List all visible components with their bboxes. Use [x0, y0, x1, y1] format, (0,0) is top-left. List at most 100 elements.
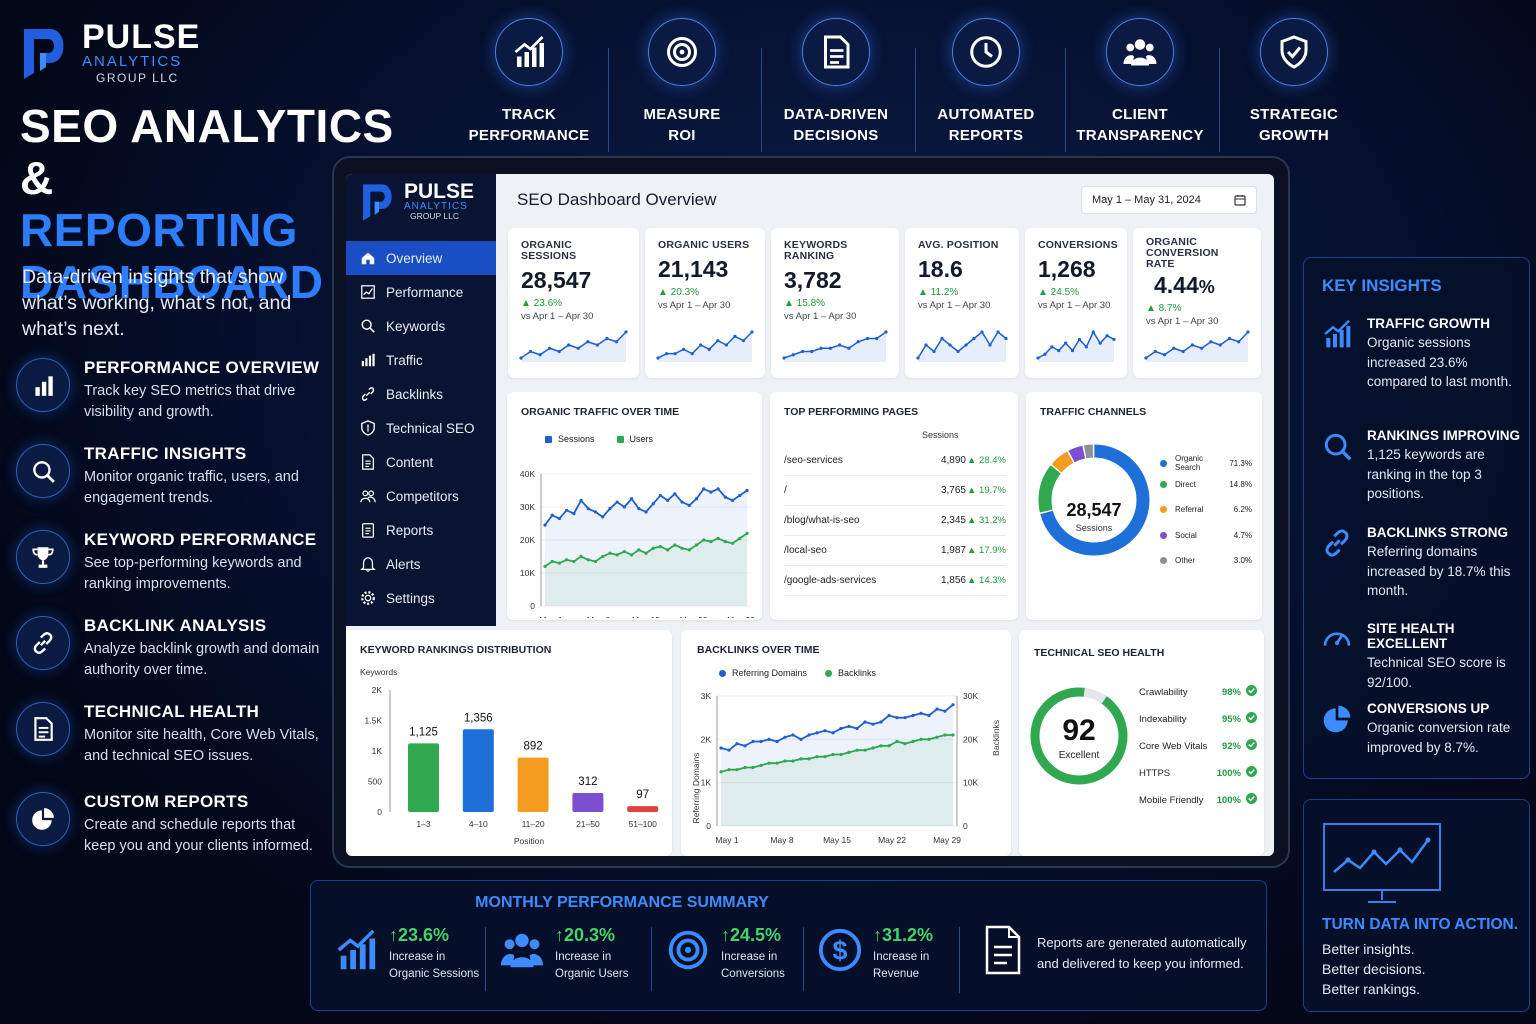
kpi-compare: vs Apr 1 – Apr 30 [658, 300, 731, 311]
top-page-row[interactable]: /blog/what-is-seo 2,345 ▲ 31.2% [784, 506, 1006, 536]
data-point [735, 742, 739, 746]
gauge-icon [1323, 632, 1351, 646]
nav-item-overview[interactable]: Overview [346, 241, 496, 275]
check-icon [1246, 766, 1257, 777]
sparkline-point [1237, 340, 1241, 344]
sparkline-point [1200, 346, 1204, 350]
feature-text: BACKLINK ANALYSIS Analyze backlink growth… [84, 616, 322, 681]
data-point [831, 731, 835, 735]
nav-item-traffic[interactable]: Traffic [346, 343, 496, 377]
summary-icon-wrap [499, 925, 545, 983]
data-point [799, 757, 803, 761]
date-range-picker[interactable]: May 1 – May 31, 2024 [1081, 186, 1257, 214]
check-circle-icon [1246, 793, 1257, 807]
health-score-label: Excellent [1058, 750, 1100, 761]
legend-users: Users [616, 434, 653, 444]
feature-desc: Analyze backlink growth and domain autho… [84, 641, 320, 678]
nav-item-reports[interactable]: Reports [346, 513, 496, 547]
insight-title: TRAFFIC GROWTH [1367, 316, 1490, 331]
data-point [847, 724, 851, 728]
x-tick-label: May 15 [632, 615, 660, 618]
data-point [651, 546, 655, 550]
top-page-row[interactable]: /google-ads-services 1,856 ▲ 14.3% [784, 566, 1006, 596]
feature-desc: Monitor site health, Core Web Vitals, an… [84, 727, 319, 764]
health-score-value: 92 [1062, 714, 1096, 747]
brand-name: PULSE [82, 18, 201, 56]
nav-item-settings[interactable]: Settings [346, 581, 496, 615]
summary-desc-line1: Increase in [873, 951, 930, 963]
sparkline-point [538, 353, 542, 357]
nav-item-keywords[interactable]: Keywords [346, 309, 496, 343]
insight-title: RANKINGS IMPROVING [1367, 428, 1521, 443]
data-point [807, 733, 811, 737]
kpi-card: ORGANIC SESSIONS 28,547 ▲ 23.6% vs Apr 1 – … [508, 228, 639, 378]
topic-label-line1: TRACK [502, 106, 556, 123]
insight-item: TRAFFIC GROWTH Organic sessions increased… [1321, 316, 1526, 392]
insight-icon-wrap [1321, 525, 1353, 601]
sparkline-point [750, 330, 754, 334]
kpi-delta: ▲ 11.2% [918, 287, 959, 298]
data-point [586, 507, 590, 511]
data-point [815, 755, 819, 759]
data-point [871, 746, 875, 750]
sparkline-point [1004, 336, 1008, 341]
nav-item-competitors[interactable]: Competitors [346, 479, 496, 513]
data-point [855, 748, 859, 752]
nav-item-alerts[interactable]: Alerts [346, 547, 496, 581]
nav-item-technical-seo[interactable]: Technical SEO [346, 411, 496, 445]
insight-desc: Organic conversion rate improved by 8.7%… [1367, 720, 1511, 755]
check-circle-icon [1246, 739, 1257, 753]
data-point [601, 554, 605, 559]
sparkline-point [1246, 330, 1250, 334]
kpi-value-number: 3,782 [784, 267, 842, 293]
nav-item-performance[interactable]: Performance [346, 275, 496, 309]
top-page-row[interactable]: / 3,765 ▲ 19.7% [784, 476, 1006, 506]
y2-axis-label: Backlinks [991, 720, 1001, 756]
y-axis-label: Keywords [360, 667, 397, 677]
sidebar: PULSE ANALYTICS GROUP LLC Overview Perfor… [346, 174, 496, 626]
page-path: / [784, 485, 787, 496]
sidebar-brand-sub2: GROUP LLC [410, 211, 459, 222]
data-point [823, 755, 827, 759]
growth-chart-icon [337, 929, 376, 970]
tech-check-name: HTTPS [1139, 767, 1171, 779]
sparkline-point [605, 336, 609, 341]
technical-health-card: TECHNICAL SEO HEALTH 92 Excellent Crawla… [1019, 630, 1264, 856]
data-point [680, 500, 684, 504]
page-path: /seo-services [784, 455, 843, 466]
tech-check-item: Crawlability 98% [1139, 685, 1257, 699]
feature-desc: Track key SEO metrics that drive visibil… [84, 383, 296, 420]
top-page-row[interactable]: /seo-services 4,890 ▲ 28.4% [784, 446, 1006, 476]
data-point [687, 548, 691, 552]
sparkline-point [932, 349, 936, 354]
feature-icon-wrap [16, 530, 70, 584]
legend-sessions-label: Sessions [558, 434, 595, 444]
data-point [565, 508, 569, 512]
target-icon [667, 37, 697, 67]
trophy-icon [32, 547, 54, 568]
top-page-row[interactable]: /local-seo 1,987 ▲ 17.9% [784, 536, 1006, 566]
data-point [943, 709, 947, 713]
nav-item-content[interactable]: Content [346, 445, 496, 479]
sparkline-line [1145, 331, 1249, 359]
nav-item-backlinks[interactable]: Backlinks [346, 377, 496, 411]
summary-desc-line2: Revenue [873, 968, 920, 980]
data-point [557, 561, 562, 565]
bar-1–3 [408, 743, 439, 812]
channel-legend-item: Social 4.7% [1160, 531, 1252, 540]
summary-item: ↑24.5% Increase in Conversions [665, 925, 785, 983]
summary-desc-line1: Increase in [721, 951, 778, 963]
topic-label: CLIENT TRANSPARENCY [1065, 104, 1215, 146]
channel-swatch [1160, 459, 1167, 467]
action-line3: Better rankings. [1322, 981, 1421, 997]
series-area [721, 704, 953, 826]
data-point [709, 490, 713, 494]
data-point [759, 739, 763, 744]
summary-divider [959, 927, 960, 993]
headline-line2: REPORTING [20, 204, 298, 256]
feature-item: TECHNICAL HEALTH Monitor site health, Cor… [16, 702, 336, 767]
data-point [608, 507, 612, 511]
bar-value-label: 892 [524, 741, 543, 753]
summary-text: ↑24.5% Increase in Conversions [721, 925, 785, 983]
nav-item-label: Technical SEO [386, 420, 475, 436]
